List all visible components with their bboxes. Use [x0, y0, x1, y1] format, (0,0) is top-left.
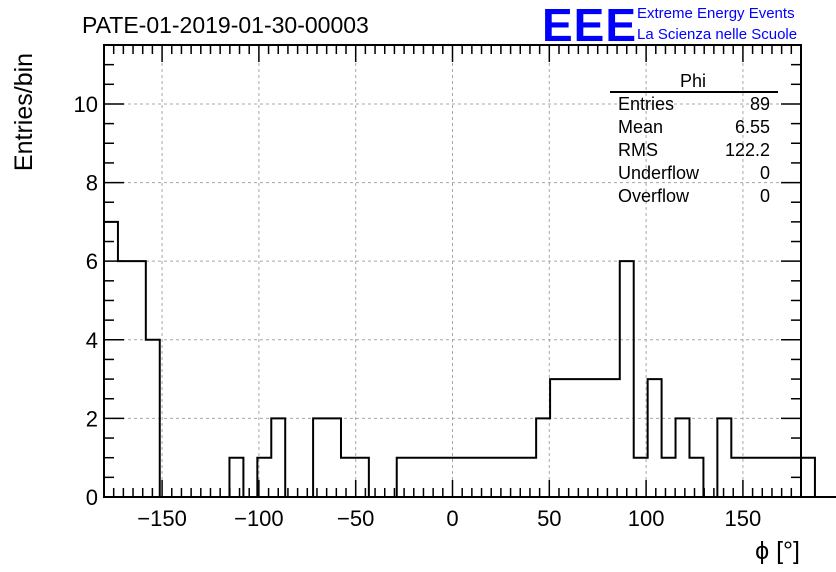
- histogram-bin: [717, 418, 731, 497]
- stats-title: Phi: [680, 71, 706, 91]
- x-tick-label: 50: [537, 506, 561, 531]
- histogram-bin: [118, 261, 132, 497]
- y-tick-label: 6: [86, 249, 98, 274]
- histogram-bin: [550, 379, 564, 497]
- histogram-bin: [759, 458, 773, 497]
- y-tick-label: 8: [86, 171, 98, 196]
- stats-label-rms: RMS: [618, 140, 658, 160]
- x-tick-label: 100: [628, 506, 665, 531]
- histogram-bars: [103, 220, 836, 498]
- histogram-bin: [439, 458, 453, 497]
- x-tick-label: −150: [137, 506, 187, 531]
- y-tick-label: 2: [86, 406, 98, 431]
- logo-line-1: Extreme Energy Events: [637, 5, 795, 22]
- logo-mark: EEE: [542, 0, 637, 51]
- y-tick-label: 0: [86, 485, 98, 510]
- histogram-bin: [689, 458, 703, 497]
- histogram-bin: [662, 458, 676, 497]
- histogram-bin: [536, 418, 550, 497]
- histogram-outline: [103, 220, 836, 498]
- x-tick-labels: −150 −100 −50 0 50 100 150: [137, 506, 761, 531]
- x-axis-label: ϕ [°]: [755, 537, 800, 565]
- histogram-bin: [578, 379, 592, 497]
- stats-value-mean: 6.55: [735, 117, 770, 137]
- histogram-bin: [564, 379, 578, 497]
- histogram-bin: [592, 379, 606, 497]
- histogram-bin: [801, 458, 815, 497]
- histogram-bin: [425, 458, 439, 497]
- stats-label-overflow: Overflow: [618, 186, 690, 206]
- stats-label-entries: Entries: [618, 94, 674, 114]
- histogram-bin: [271, 418, 285, 497]
- grid: [104, 45, 801, 497]
- histogram-bin: [676, 418, 690, 497]
- histogram-bin: [327, 418, 341, 497]
- histogram-bin: [773, 458, 787, 497]
- histogram-bin: [229, 458, 243, 497]
- histogram-bin: [411, 458, 425, 497]
- histogram-bin: [522, 458, 536, 497]
- histogram-bin: [132, 261, 146, 497]
- y-axis-label: Entries/bin: [10, 53, 38, 171]
- x-tick-label: 0: [446, 506, 458, 531]
- histogram-bin: [606, 379, 620, 497]
- logo: EEE Extreme Energy Events La Scienza nel…: [542, 0, 797, 51]
- histogram-bin: [648, 379, 662, 497]
- histogram-bin: [620, 261, 634, 497]
- stats-label-mean: Mean: [618, 117, 663, 137]
- y-tick-label: 10: [74, 92, 98, 117]
- x-tick-label: −50: [337, 506, 374, 531]
- histogram-bin: [466, 458, 480, 497]
- stats-value-rms: 122.2: [725, 140, 770, 160]
- histogram-bin: [480, 458, 494, 497]
- y-tick-labels: 0 2 4 6 8 10: [74, 92, 98, 510]
- histogram-bin: [341, 458, 355, 497]
- stats-value-underflow: 0: [760, 163, 770, 183]
- logo-line-2: La Scienza nelle Scuole: [637, 26, 797, 43]
- x-tick-label: −100: [234, 506, 284, 531]
- chart-title: PATE-01-2019-01-30-00003: [82, 12, 369, 38]
- stats-box: Phi Entries 89 Mean 6.55 RMS 122.2 Under…: [610, 71, 778, 206]
- stats-value-overflow: 0: [760, 186, 770, 206]
- histogram-bin: [313, 418, 327, 497]
- stats-label-underflow: Underflow: [618, 163, 700, 183]
- histogram-bin: [453, 458, 467, 497]
- histogram-bin: [355, 458, 369, 497]
- y-tick-label: 4: [86, 328, 98, 353]
- stats-value-entries: 89: [750, 94, 770, 114]
- x-tick-label: 150: [725, 506, 762, 531]
- plot-frame: [103, 44, 802, 498]
